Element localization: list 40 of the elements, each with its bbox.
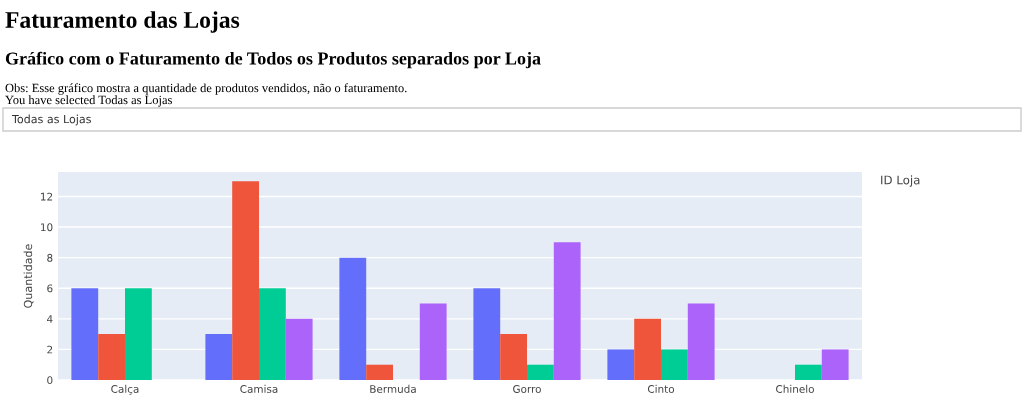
y-tick-label: 12 xyxy=(41,192,53,201)
bar xyxy=(473,288,501,380)
bar xyxy=(71,288,99,380)
bar xyxy=(285,318,313,380)
bar xyxy=(500,334,527,380)
x-tick-label: Cinto xyxy=(647,384,675,393)
x-tick-label: Calça xyxy=(111,384,139,395)
y-tick-label: 2 xyxy=(47,345,53,354)
text: You have selected Todas as Lojas xyxy=(5,95,172,107)
bar xyxy=(634,318,661,380)
bar xyxy=(339,257,367,380)
bar xyxy=(205,334,233,380)
chart-subtitle: Gráfico com o Faturamento de Todos os Produtos separados por Loja xyxy=(5,51,541,69)
x-tick-label: Bermuda xyxy=(370,384,416,393)
bar xyxy=(687,303,715,380)
y-tick-label: 8 xyxy=(47,253,53,262)
text: Todas as Lojas xyxy=(11,114,91,126)
bar xyxy=(661,349,688,380)
bar xyxy=(419,303,447,380)
legend-title: ID Loja xyxy=(881,175,920,187)
bar xyxy=(607,349,635,380)
y-tick-label: 10 xyxy=(41,223,53,232)
bar xyxy=(259,288,286,380)
bar xyxy=(366,364,393,380)
bar xyxy=(795,364,822,380)
y-tick-label: 4 xyxy=(47,315,53,323)
bar xyxy=(553,242,581,380)
bar xyxy=(232,181,259,380)
text: Obs: Esse gráfico mostra a quantidade de produtos vendidos, não o faturamento. xyxy=(5,83,407,95)
bar xyxy=(821,349,849,380)
y-tick-label: 6 xyxy=(47,284,53,293)
x-tick-label: Gorro xyxy=(513,385,541,393)
chart-title: Faturamento das Lojas xyxy=(5,11,240,33)
bar xyxy=(125,288,152,380)
x-tick-label: Chinelo xyxy=(776,384,814,393)
y-axis-title: Quantidade xyxy=(23,244,34,308)
y-tick-label: 0 xyxy=(47,376,53,385)
bar xyxy=(527,364,554,380)
x-tick-label: Camisa xyxy=(240,384,278,393)
bar xyxy=(98,334,125,380)
